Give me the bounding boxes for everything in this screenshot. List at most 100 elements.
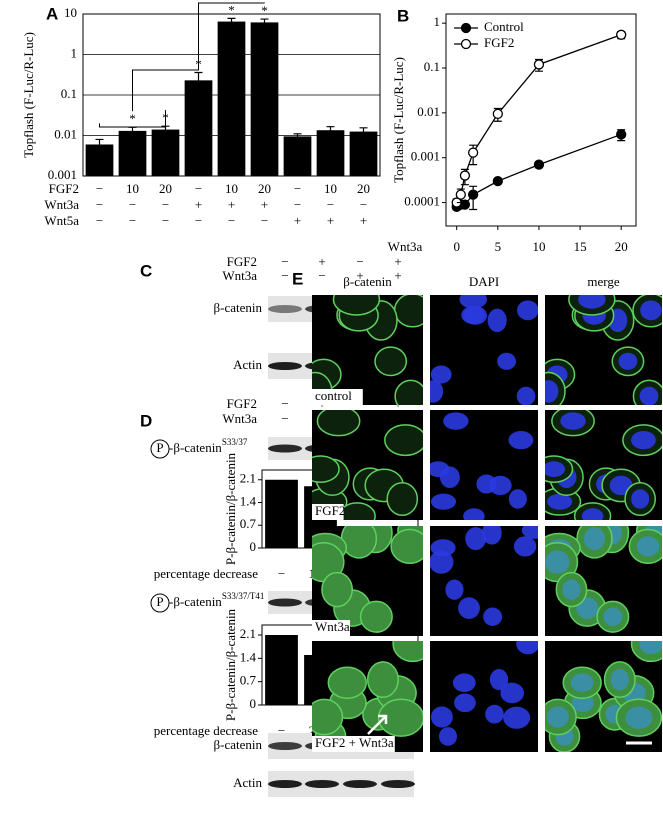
row-label: FGF2 [315, 503, 345, 518]
condition-value: − [96, 213, 103, 228]
y-axis-label: P-β-catenin/β-catenin [223, 452, 238, 565]
x-tick-label: 15 [574, 239, 587, 254]
cell [312, 455, 340, 483]
y-tick-label: 0.001 [48, 167, 77, 182]
cell [384, 424, 423, 457]
condition-value: − [294, 181, 301, 196]
condition-label: Wnt5a [44, 213, 79, 228]
cell [332, 295, 381, 316]
condition-value: + [228, 197, 235, 212]
nucleus [631, 430, 656, 450]
condition-value: − [96, 181, 103, 196]
blot-band [305, 780, 339, 788]
nucleus [489, 668, 509, 691]
error-bar [194, 71, 203, 96]
condition-value: − [360, 197, 367, 212]
x-tick-label: 0 [453, 239, 460, 254]
micrograph [430, 295, 538, 405]
nucleus [438, 727, 458, 746]
cell [392, 641, 423, 663]
phospho-circle [150, 439, 170, 459]
y-tick-label: 0 [250, 539, 257, 554]
plot-frame [445, 13, 637, 227]
legend-label: Control [484, 19, 524, 34]
row-label-box [312, 504, 344, 520]
nucleus [546, 706, 569, 728]
condition-value: − [261, 213, 268, 228]
nucleus [516, 641, 538, 655]
y-tick-label: 0 [250, 696, 257, 711]
bar [151, 129, 180, 176]
condition-value: − [327, 197, 334, 212]
condition-value: − [195, 213, 202, 228]
significance-star: * [129, 111, 136, 126]
band-name: -β-catenin [169, 594, 222, 609]
micrograph [430, 410, 538, 520]
micrograph [312, 526, 423, 636]
condition-value: + [394, 254, 401, 269]
band-label: β-catenin [214, 737, 263, 752]
blot-band [268, 444, 302, 453]
data-point [492, 176, 503, 187]
phospho-circle [150, 593, 170, 613]
condition-value: − [318, 268, 325, 283]
column-header: β-catenin [343, 274, 392, 289]
data-point [616, 129, 627, 140]
bar [349, 131, 378, 176]
condition-label: FGF2 [227, 254, 257, 269]
blot-band [268, 362, 302, 370]
condition-label: Wnt3a [44, 197, 79, 212]
blot-band [268, 742, 302, 750]
comparison-bracket [132, 56, 199, 112]
condition-value: − [195, 181, 202, 196]
bar [283, 136, 312, 176]
nucleus [452, 673, 476, 693]
band-label: β-catenin [214, 300, 263, 315]
micrograph [545, 410, 662, 520]
row-label-box [312, 736, 395, 752]
cell [390, 528, 423, 565]
condition-label: FGF2 [227, 396, 257, 411]
condition-value: 20 [357, 181, 370, 196]
micrograph [545, 295, 662, 405]
condition-value: − [281, 268, 288, 283]
blot-band [343, 780, 377, 788]
nucleus [603, 607, 623, 626]
y-tick-label: 10 [64, 5, 77, 20]
error-bar [260, 18, 269, 28]
condition-value: − [356, 254, 363, 269]
error-bar [293, 133, 302, 141]
y-tick-label: 1 [71, 45, 78, 60]
nucleus [430, 380, 444, 403]
bar [217, 21, 246, 176]
data-point [616, 29, 627, 40]
nucleus [482, 526, 502, 545]
micrograph [545, 526, 662, 636]
condition-value: − [278, 723, 285, 738]
nucleus [508, 430, 534, 450]
condition-value: − [96, 197, 103, 212]
y-tick-label: 0.1 [61, 86, 77, 101]
error-bar [359, 127, 368, 138]
nucleus [562, 579, 581, 600]
y-tick-label: 1 [434, 14, 441, 29]
cell [394, 379, 423, 405]
row-label-box [312, 620, 350, 636]
band-site: S33/37/T41 [222, 591, 265, 601]
nucleus [581, 508, 604, 520]
cell [321, 571, 354, 608]
data-point [467, 189, 479, 200]
bar [118, 130, 147, 176]
cell [377, 698, 423, 737]
bar [265, 479, 298, 548]
x-tick-label: 20 [615, 239, 628, 254]
nucleus [545, 380, 559, 403]
legend-label: FGF2 [484, 35, 514, 50]
band-site: S33/37 [222, 437, 248, 447]
cell [374, 346, 408, 377]
data-point [492, 108, 503, 120]
condition-value: − [281, 396, 288, 411]
nucleus [430, 550, 454, 574]
y-tick-label: 0.01 [417, 104, 440, 119]
y-tick-label: 0.001 [411, 149, 440, 164]
